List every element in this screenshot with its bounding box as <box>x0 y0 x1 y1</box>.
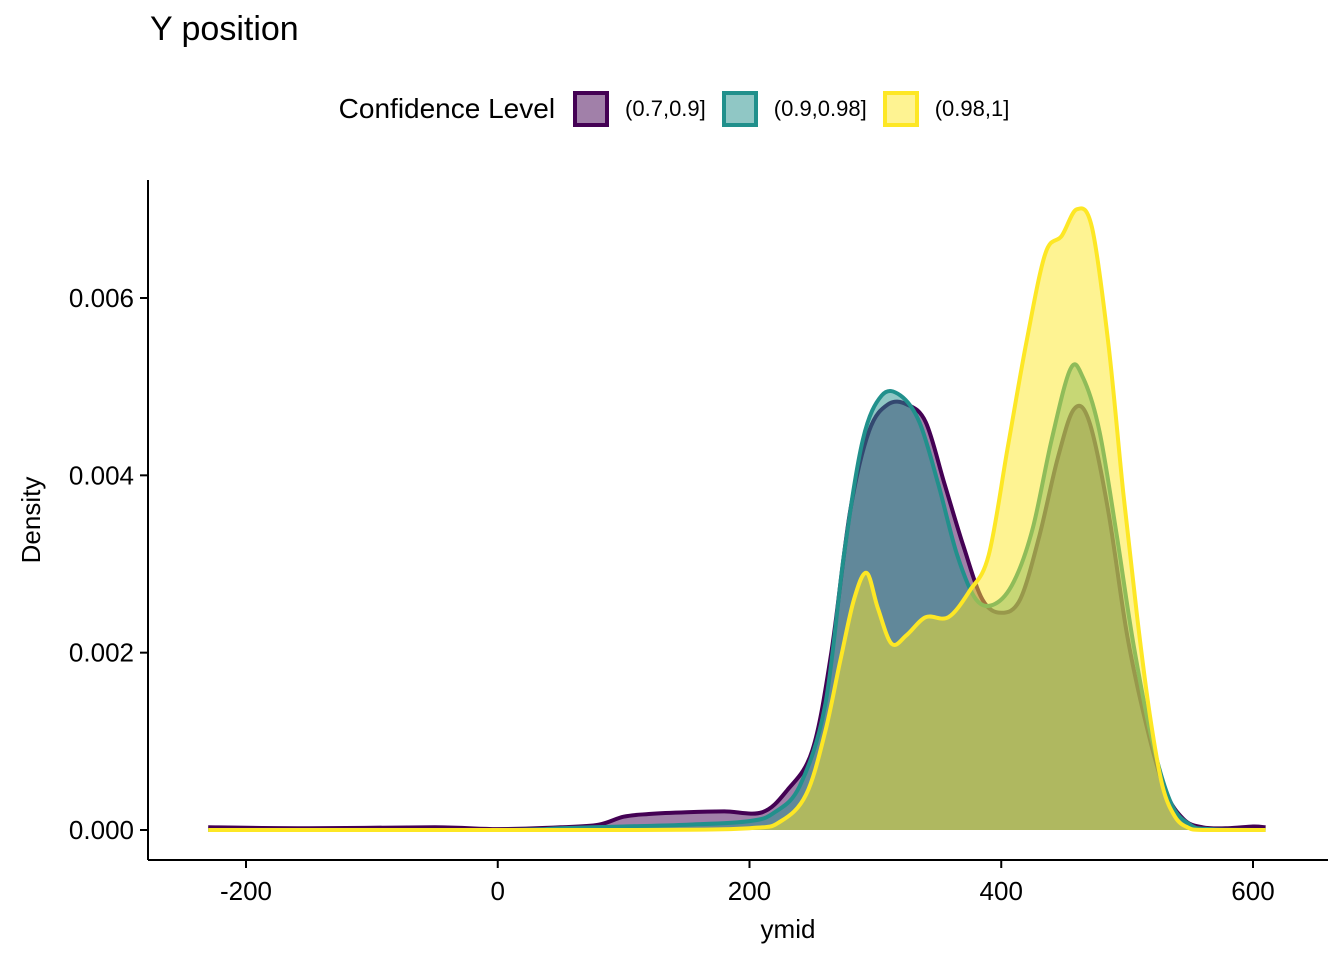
x-tick-label: 400 <box>980 876 1023 906</box>
x-tick-label: -200 <box>220 876 272 906</box>
y-axis-title: Density <box>16 477 46 564</box>
density-areas <box>208 206 1266 833</box>
legend-label-series-2: (0.9,0.98] <box>773 96 867 121</box>
legend-item-series-1: (0.7,0.9] <box>573 91 706 127</box>
y-tick-label: 0.002 <box>69 638 134 668</box>
legend-swatch-series-2 <box>721 91 758 127</box>
density-line-series-3 <box>208 206 1266 833</box>
x-tick-label: 600 <box>1231 876 1274 906</box>
legend-label-series-1: (0.7,0.9] <box>625 96 706 121</box>
legend-swatch-series-3 <box>882 91 919 127</box>
y-tick-label: 0.000 <box>69 815 134 845</box>
legend: Confidence Level (0.7,0.9] (0.9,0.98] (0… <box>0 84 1344 134</box>
chart-title: Y position <box>150 10 299 48</box>
x-axis-title: ymid <box>761 914 816 944</box>
x-tick-label: 200 <box>728 876 771 906</box>
axes: -200 0 200 400 600 0.000 0.002 0.004 0.006 <box>69 180 1328 906</box>
legend-title: Confidence Level <box>338 93 556 124</box>
density-fill-series-3 <box>208 208 1266 830</box>
legend-item-series-2: (0.9,0.98] <box>721 91 867 127</box>
legend-label-series-3: (0.98,1] <box>934 96 1010 121</box>
y-tick-label: 0.004 <box>69 460 134 490</box>
x-tick-label: 0 <box>491 876 505 906</box>
legend-item-series-3: (0.98,1] <box>882 91 1010 127</box>
y-tick-label: 0.006 <box>69 283 134 313</box>
legend-swatch-series-1 <box>573 91 610 127</box>
